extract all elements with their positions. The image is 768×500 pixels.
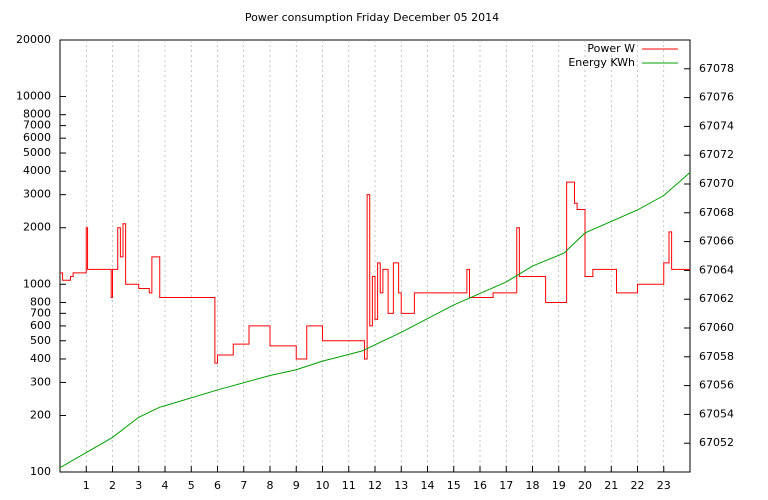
chart-title: Power consumption Friday December 05 201… (245, 11, 499, 24)
x-tick-label: 1 (83, 479, 90, 492)
x-tick-label: 22 (631, 479, 645, 492)
x-tick-label: 11 (342, 479, 356, 492)
x-tick-label: 21 (604, 479, 618, 492)
x-tick-label: 14 (421, 479, 435, 492)
y-tick-label: 3000 (23, 188, 51, 201)
y-tick-label: 400 (30, 352, 51, 365)
y-tick-label: 20000 (16, 33, 51, 46)
y-tick-label: 200 (30, 408, 51, 421)
y-tick-label: 700 (30, 306, 51, 319)
series-line (59, 172, 691, 469)
y2-tick-label: 67066 (699, 235, 734, 248)
y2-tick-label: 67076 (699, 91, 734, 104)
y2-tick-label: 67056 (699, 379, 734, 392)
x-tick-label: 13 (394, 479, 408, 492)
x-tick-label: 8 (267, 479, 274, 492)
y2-tick-label: 67074 (699, 119, 734, 132)
y-tick-label: 800 (30, 295, 51, 308)
x-tick-label: 4 (162, 479, 169, 492)
y-tick-label: 2000 (23, 221, 51, 234)
x-tick-label: 12 (368, 479, 382, 492)
y-tick-label: 300 (30, 375, 51, 388)
series-line (60, 181, 690, 364)
x-tick-label: 2 (109, 479, 116, 492)
x-tick-label: 5 (188, 479, 195, 492)
x-tick-label: 10 (316, 479, 330, 492)
y-tick-label: 8000 (23, 108, 51, 121)
x-tick-label: 9 (293, 479, 300, 492)
x-tick-label: 15 (447, 479, 461, 492)
x-tick-label: 19 (552, 479, 566, 492)
y2-tick-label: 67064 (699, 263, 734, 276)
legend-label: Energy KWh (568, 56, 635, 69)
y2-tick-label: 67054 (699, 407, 734, 420)
legend-label: Power W (587, 42, 635, 55)
y-tick-label: 10000 (16, 90, 51, 103)
y-tick-label: 6000 (23, 131, 51, 144)
y2-tick-label: 67060 (699, 321, 734, 334)
x-tick-label: 17 (499, 479, 513, 492)
y-tick-label: 500 (30, 334, 51, 347)
x-tick-label: 23 (657, 479, 671, 492)
y-tick-label: 100 (30, 465, 51, 478)
y2-tick-label: 67052 (699, 436, 734, 449)
y2-tick-label: 67062 (699, 292, 734, 305)
y2-tick-label: 67058 (699, 350, 734, 363)
x-tick-label: 18 (526, 479, 540, 492)
x-tick-label: 7 (240, 479, 247, 492)
y2-tick-label: 67068 (699, 206, 734, 219)
y-tick-label: 600 (30, 319, 51, 332)
y-tick-label: 1000 (23, 277, 51, 290)
x-tick-label: 3 (135, 479, 142, 492)
y2-tick-label: 67070 (699, 177, 734, 190)
x-tick-label: 16 (473, 479, 487, 492)
y2-tick-label: 67078 (699, 62, 734, 75)
y-tick-label: 7000 (23, 119, 51, 132)
x-tick-label: 20 (578, 479, 592, 492)
y2-tick-label: 67072 (699, 148, 734, 161)
y-tick-label: 5000 (23, 146, 51, 159)
x-tick-label: 6 (214, 479, 221, 492)
y-tick-label: 4000 (23, 164, 51, 177)
